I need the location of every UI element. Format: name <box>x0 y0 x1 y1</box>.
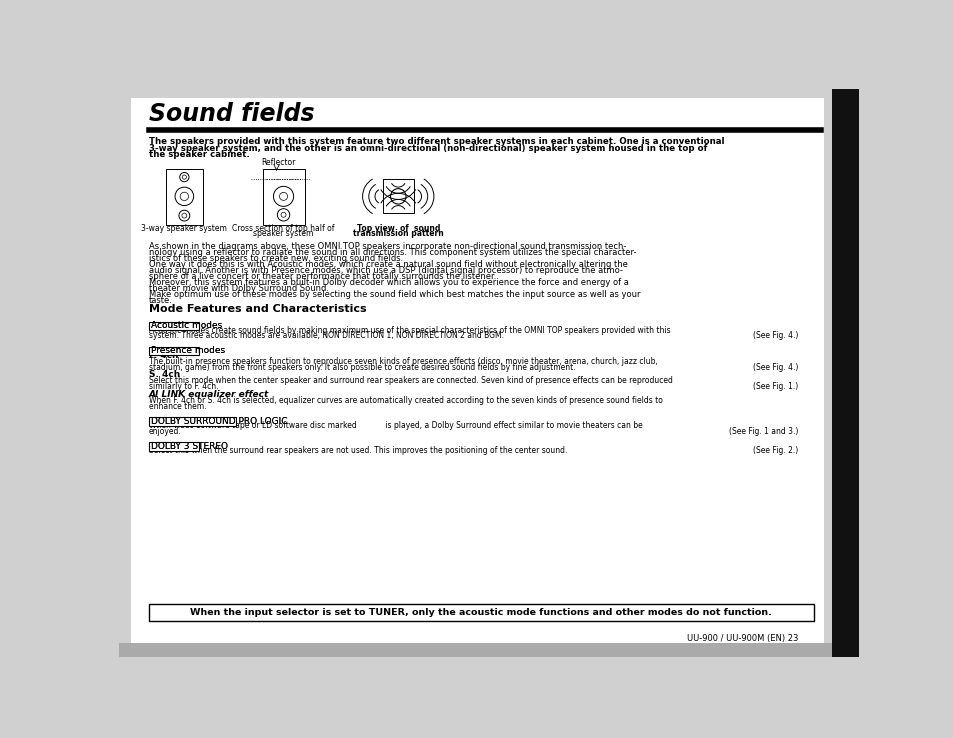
Text: (See Fig. 4.): (See Fig. 4.) <box>752 362 798 372</box>
Bar <box>149 442 199 451</box>
Bar <box>149 347 199 356</box>
Text: As shown in the diagrams above, these OMNI TOP speakers incorporate non-directio: As shown in the diagrams above, these OM… <box>149 242 625 251</box>
Text: S. 4ch: S. 4ch <box>149 370 180 379</box>
Text: Acoustic modes: Acoustic modes <box>151 322 222 331</box>
Text: theater movie with Dolby Surround Sound.: theater movie with Dolby Surround Sound. <box>149 284 329 293</box>
Text: Presence modes: Presence modes <box>151 346 225 356</box>
Text: DOLBY 3 STEREO: DOLBY 3 STEREO <box>151 442 228 451</box>
Text: (See Fig. 4.): (See Fig. 4.) <box>752 331 798 340</box>
Text: Reflector: Reflector <box>261 158 295 167</box>
Text: Presence modes: Presence modes <box>151 346 225 355</box>
Text: Select this when the surround rear speakers are not used. This improves the posi: Select this when the surround rear speak… <box>149 446 566 455</box>
Text: Acoustic modes: Acoustic modes <box>151 321 222 330</box>
Text: F. 4ch: F. 4ch <box>149 351 178 359</box>
Text: Cross section of top half of: Cross section of top half of <box>233 224 335 233</box>
Bar <box>149 604 813 621</box>
Text: AI LINK equalizer effect: AI LINK equalizer effect <box>149 390 269 399</box>
Text: Top view  of  sound: Top view of sound <box>356 224 439 233</box>
Text: One way it does this is with Acoustic modes, which create a natural sound field : One way it does this is with Acoustic mo… <box>149 260 627 269</box>
Text: enjoyed.: enjoyed. <box>149 427 181 436</box>
Text: transmission pattern: transmission pattern <box>353 230 443 238</box>
Text: Make optimum use of these modes by selecting the sound field which best matches : Make optimum use of these modes by selec… <box>149 290 639 299</box>
Text: 3-way speaker system, and the other is an omni-directional (non-directional) spe: 3-way speaker system, and the other is a… <box>149 144 706 153</box>
Text: DOLBY 3 STEREO: DOLBY 3 STEREO <box>151 441 228 450</box>
Text: (See Fig. 1.): (See Fig. 1.) <box>752 382 798 391</box>
Text: The speakers provided with this system feature two different speaker systems in : The speakers provided with this system f… <box>149 137 723 146</box>
Text: Mode Features and Characteristics: Mode Features and Characteristics <box>149 304 366 314</box>
Text: stadium, game) from the front speakers only. It also possible to create desired : stadium, game) from the front speakers o… <box>149 362 575 372</box>
Text: (See Fig. 2.): (See Fig. 2.) <box>752 446 798 455</box>
Text: sphere of a live concert or theater performance that totally surrounds the liste: sphere of a live concert or theater perf… <box>149 272 496 280</box>
Text: Select this mode when the center speaker and surround rear speakers are connecte: Select this mode when the center speaker… <box>149 376 672 385</box>
Text: audio signal. Another is with Presence modes, which use a DSP (digital signal pr: audio signal. Another is with Presence m… <box>149 266 622 275</box>
Text: the speaker cabinet.: the speaker cabinet. <box>149 150 250 159</box>
Text: Moreover, this system features a built-in Dolby decoder which allows you to expe: Moreover, this system features a built-i… <box>149 277 628 287</box>
Text: system. Three acoustic modes are available, NON DIRECTION 1, NON DIRECTION 2 and: system. Three acoustic modes are availab… <box>149 331 503 340</box>
Text: When the input selector is set to TUNER, only the acoustic mode functions and ot: When the input selector is set to TUNER,… <box>190 608 771 617</box>
Text: DOLBY SURROUND PRO LOGIC: DOLBY SURROUND PRO LOGIC <box>151 416 287 426</box>
Text: nology using a reflector to radiate the sound in all directions. This component : nology using a reflector to radiate the … <box>149 248 636 257</box>
Bar <box>119 643 831 657</box>
Text: When F. 4ch or S. 4ch is selected, equalizer curves are automatically created ac: When F. 4ch or S. 4ch is selected, equal… <box>149 396 662 405</box>
Text: enhance them.: enhance them. <box>149 402 206 411</box>
Text: The built-in presence speakers function to reproduce seven kinds of presence eff: The built-in presence speakers function … <box>149 357 657 366</box>
Bar <box>149 418 235 426</box>
Text: 3-way speaker system: 3-way speaker system <box>141 224 227 233</box>
Bar <box>262 170 305 225</box>
Text: similarly to F. 4ch.: similarly to F. 4ch. <box>149 382 218 391</box>
Text: When video software tape or LD software disc marked            is played, a Dolb: When video software tape or LD software … <box>149 421 641 430</box>
Text: Sound fields: Sound fields <box>149 102 314 126</box>
Bar <box>831 89 858 657</box>
Bar <box>149 322 199 331</box>
Text: DOLBY SURROUND PRO LOGIC: DOLBY SURROUND PRO LOGIC <box>151 417 287 426</box>
Text: taste.: taste. <box>149 296 172 305</box>
Bar <box>382 179 414 213</box>
Text: Acoustic modes create sound fields by making maximum use of the special characte: Acoustic modes create sound fields by ma… <box>149 325 670 334</box>
Text: istics of these speakers to create new, exciting sound fields.: istics of these speakers to create new, … <box>149 254 402 263</box>
Text: (See Fig. 1 and 3.): (See Fig. 1 and 3.) <box>728 427 798 436</box>
Text: UU-900 / UU-900M (EN) 23: UU-900 / UU-900M (EN) 23 <box>686 635 798 644</box>
Bar <box>166 170 203 225</box>
Text: speaker system: speaker system <box>253 230 314 238</box>
